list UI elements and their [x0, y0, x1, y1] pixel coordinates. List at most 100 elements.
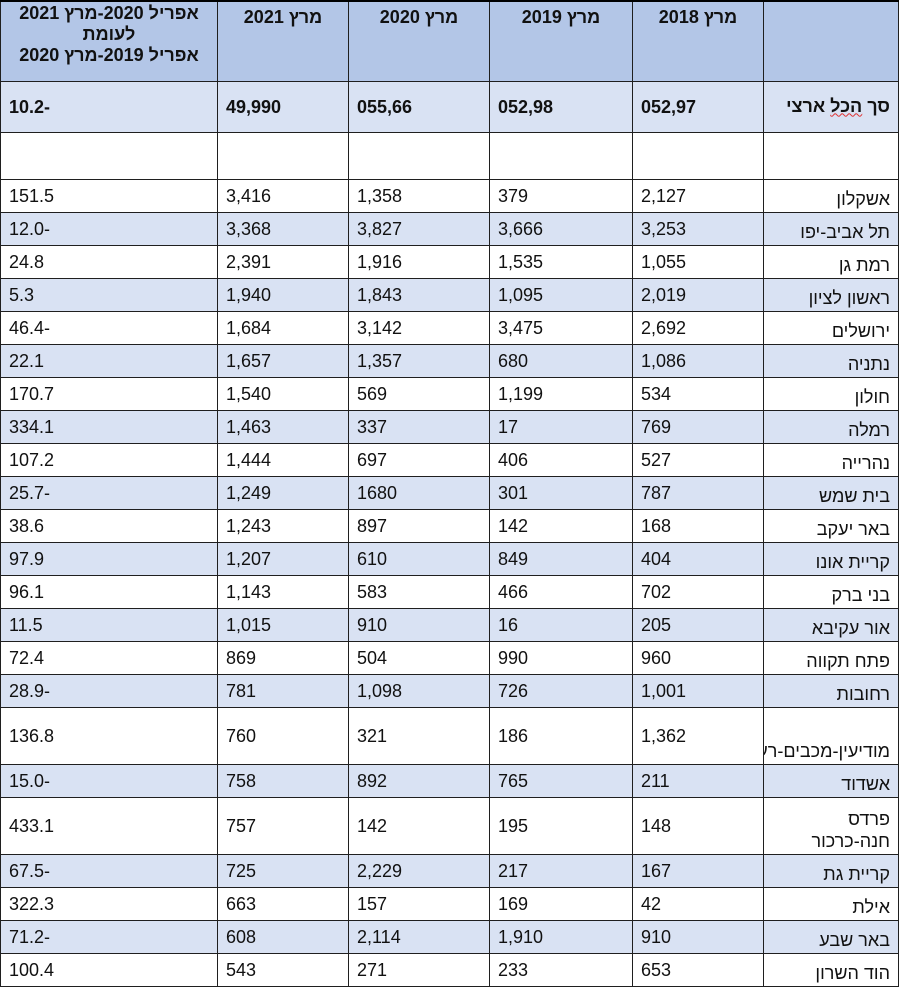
total-2018: 052,97 — [632, 81, 764, 133]
cell-march-2021: 1,143 — [217, 575, 349, 609]
cell-march-2020: 1,098 — [348, 674, 490, 708]
header-march-2019: מרץ 2019 — [489, 0, 633, 82]
cell-city: קריית אונו — [763, 542, 899, 576]
cell-march-2020: 3,142 — [348, 311, 490, 345]
table-row: אור עקיבא 205 16 910 1,015 11.5 — [0, 608, 899, 642]
spacer-cell — [763, 132, 899, 180]
cell-march-2019: 1,095 — [489, 278, 633, 312]
cell-change-percent: 11.5 — [0, 608, 218, 642]
cell-march-2021: 1,940 — [217, 278, 349, 312]
cell-march-2020: 892 — [348, 764, 490, 798]
cell-change-percent: -25.7 — [0, 476, 218, 510]
cell-march-2020: 1,358 — [348, 179, 490, 213]
total-label-underlined: הכל — [830, 95, 863, 116]
cell-march-2020: 910 — [348, 608, 490, 642]
cell-march-2021: 1,207 — [217, 542, 349, 576]
spacer-cell — [348, 132, 490, 180]
cell-march-2019: 680 — [489, 344, 633, 378]
cell-march-2020: 897 — [348, 509, 490, 543]
cell-march-2019: 233 — [489, 953, 633, 987]
cell-march-2020: 1,843 — [348, 278, 490, 312]
cell-march-2018: 205 — [632, 608, 764, 642]
spacer-cell — [0, 132, 218, 180]
cell-march-2020: 3,827 — [348, 212, 490, 246]
cell-march-2018: 2,127 — [632, 179, 764, 213]
cell-march-2018: 404 — [632, 542, 764, 576]
cell-change-percent: 107.2 — [0, 443, 218, 477]
cell-march-2020: 2,229 — [348, 854, 490, 888]
cell-march-2020: 1680 — [348, 476, 490, 510]
cell-march-2020: 142 — [348, 797, 490, 855]
table-row: רמת גן 1,055 1,535 1,916 2,391 24.8 — [0, 245, 899, 279]
cell-march-2019: 217 — [489, 854, 633, 888]
table-row: באר יעקב 168 142 897 1,243 38.6 — [0, 509, 899, 543]
cell-change-percent: 334.1 — [0, 410, 218, 444]
cell-city: תל אביב-יפו — [763, 212, 899, 246]
header-march-2021: מרץ 2021 — [217, 0, 349, 82]
total-2019: 052,98 — [489, 81, 633, 133]
cell-march-2018: 1,055 — [632, 245, 764, 279]
cell-march-2019: 1,199 — [489, 377, 633, 411]
cell-march-2019: 1,910 — [489, 920, 633, 954]
cell-march-2018: 211 — [632, 764, 764, 798]
cell-city: פרדס חנה-כרכור — [763, 797, 899, 855]
total-change: -10.2 — [0, 81, 218, 133]
total-label: סך הכל ארצי — [763, 81, 899, 133]
cell-city: הוד השרון — [763, 953, 899, 987]
cell-march-2020: 583 — [348, 575, 490, 609]
table-row: ראשון לציון 2,019 1,095 1,843 1,940 5.3 — [0, 278, 899, 312]
table-row: אשדוד 211 765 892 758 -15.0 — [0, 764, 899, 798]
cell-change-percent: 97.9 — [0, 542, 218, 576]
cell-march-2021: 1,015 — [217, 608, 349, 642]
cell-city: מודיעין-מכבים-רעות — [763, 707, 899, 765]
table-row: הוד השרון 653 233 271 543 100.4 — [0, 953, 899, 987]
table-row: אילת 42 169 157 663 322.3 — [0, 887, 899, 921]
cell-march-2018: 168 — [632, 509, 764, 543]
cell-march-2018: 534 — [632, 377, 764, 411]
cell-march-2020: 321 — [348, 707, 490, 765]
cell-march-2021: 725 — [217, 854, 349, 888]
cell-march-2018: 3,253 — [632, 212, 764, 246]
cell-city: ראשון לציון — [763, 278, 899, 312]
cell-change-percent: 136.8 — [0, 707, 218, 765]
cell-city: נתניה — [763, 344, 899, 378]
cell-march-2020: 337 — [348, 410, 490, 444]
cell-march-2019: 726 — [489, 674, 633, 708]
table-row: בני ברק 702 466 583 1,143 96.1 — [0, 575, 899, 609]
cell-change-percent: -12.0 — [0, 212, 218, 246]
cell-march-2019: 1,535 — [489, 245, 633, 279]
cell-city: אשקלון — [763, 179, 899, 213]
cell-march-2018: 1,362 — [632, 707, 764, 765]
cell-city: בית שמש — [763, 476, 899, 510]
cell-city: קריית גת — [763, 854, 899, 888]
table-row: באר שבע 910 1,910 2,114 608 -71.2 — [0, 920, 899, 954]
cell-march-2018: 702 — [632, 575, 764, 609]
cell-march-2021: 760 — [217, 707, 349, 765]
table-body: סך הכל ארצי 052,97 052,98 055,66 49,990 … — [0, 81, 899, 987]
header-change-line2: לעומת — [82, 24, 136, 44]
cell-march-2019: 990 — [489, 641, 633, 675]
spacer-cell — [217, 132, 349, 180]
cell-city: חולון — [763, 377, 899, 411]
header-march-2018: מרץ 2018 — [632, 0, 764, 82]
cell-march-2019: 406 — [489, 443, 633, 477]
table-row: פתח תקווה 960 990 504 869 72.4 — [0, 641, 899, 675]
cell-city: רמת גן — [763, 245, 899, 279]
cell-march-2019: 301 — [489, 476, 633, 510]
cell-march-2019: 169 — [489, 887, 633, 921]
table-header: מרץ 2018 מרץ 2019 מרץ 2020 מרץ 2021 אפרי… — [0, 0, 899, 82]
spacer-row — [0, 132, 899, 180]
cell-change-percent: -71.2 — [0, 920, 218, 954]
cell-march-2021: 2,391 — [217, 245, 349, 279]
cell-change-percent: 433.1 — [0, 797, 218, 855]
cell-march-2021: 1,444 — [217, 443, 349, 477]
spacer-cell — [632, 132, 764, 180]
cell-march-2018: 653 — [632, 953, 764, 987]
table-row: בית שמש 787 301 1680 1,249 -25.7 — [0, 476, 899, 510]
cell-city: אשדוד — [763, 764, 899, 798]
cell-march-2019: 379 — [489, 179, 633, 213]
spacer-cell — [489, 132, 633, 180]
cell-change-percent: 322.3 — [0, 887, 218, 921]
cell-march-2018: 2,692 — [632, 311, 764, 345]
